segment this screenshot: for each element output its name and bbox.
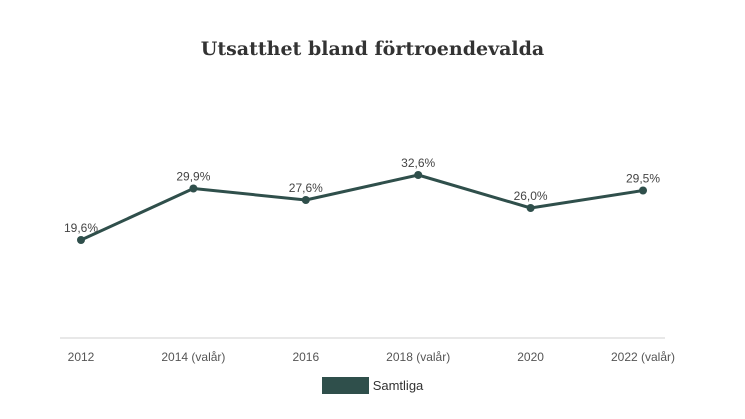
data-point xyxy=(301,196,310,204)
data-point xyxy=(526,204,535,212)
data-label: 26,0% xyxy=(514,189,548,203)
data-label: 29,5% xyxy=(626,172,660,186)
data-point xyxy=(639,186,647,195)
data-point xyxy=(414,171,423,179)
x-tick-label: 2020 xyxy=(517,350,544,364)
legend-swatch xyxy=(321,377,369,394)
data-label: 29,9% xyxy=(176,170,210,184)
legend-label-samtliga: Samtliga xyxy=(372,378,424,393)
data-label: 19,6% xyxy=(64,221,98,235)
data-label: 32,6% xyxy=(401,156,435,170)
x-tick-label: 2014 (valår) xyxy=(161,350,225,364)
chart-title: Utsatthet bland förtroendevalda xyxy=(200,38,545,60)
data-label: 27,6% xyxy=(289,181,323,195)
x-tick-label: 2016 xyxy=(292,350,319,364)
x-tick-label: 2018 (valår) xyxy=(386,350,450,364)
x-tick-label: 2012 xyxy=(68,350,95,364)
legend[interactable]: Samtliga xyxy=(0,377,745,394)
series-line-samtliga xyxy=(79,173,645,242)
x-tick-label: 2022 (valår) xyxy=(611,350,675,364)
data-point xyxy=(189,184,198,193)
data-point xyxy=(77,236,85,244)
